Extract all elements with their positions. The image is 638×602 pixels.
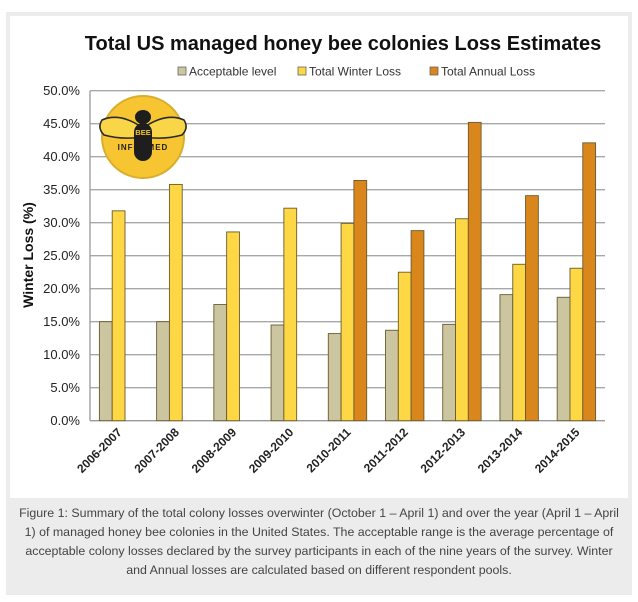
bar-total-winter-loss bbox=[569, 267, 584, 422]
legend-swatch bbox=[429, 66, 439, 76]
legend: Acceptable level Total Winter Loss Total A… bbox=[177, 65, 535, 79]
x-tick-label: 2009-2010 bbox=[246, 425, 297, 476]
legend-label: Total Winter Loss bbox=[309, 65, 401, 79]
x-tick-label: 2013-2014 bbox=[475, 425, 526, 476]
y-tick-label: 5.0% bbox=[50, 380, 80, 395]
bar-total-annual-loss bbox=[525, 195, 539, 422]
bar-total-annual-loss bbox=[353, 180, 368, 422]
bar-acceptable-level bbox=[270, 324, 285, 422]
bar-acceptable-level bbox=[556, 296, 571, 422]
y-tick-label: 35.0% bbox=[43, 182, 80, 197]
bar-acceptable-level bbox=[442, 323, 456, 422]
y-tick-label: 15.0% bbox=[43, 314, 80, 329]
bar-acceptable-level bbox=[156, 321, 170, 422]
legend-swatch bbox=[177, 66, 187, 76]
bar-total-winter-loss bbox=[512, 263, 527, 422]
bar-acceptable-level bbox=[98, 321, 113, 422]
bar-total-annual-loss bbox=[410, 230, 425, 422]
x-tick-label: 2006-2007 bbox=[74, 425, 125, 476]
x-tick-label: 2007-2008 bbox=[131, 425, 182, 476]
bar-acceptable-level bbox=[385, 329, 399, 422]
bar-total-winter-loss bbox=[283, 207, 298, 422]
chart-title: Total US managed honey bee colonies Loss… bbox=[85, 33, 601, 55]
x-tick-label: 2011-2012 bbox=[361, 425, 411, 475]
bars bbox=[98, 121, 597, 422]
x-tick-label: 2012-2013 bbox=[418, 425, 469, 476]
x-tick-label: 2010-2011 bbox=[304, 425, 354, 475]
y-tick-label: 25.0% bbox=[43, 248, 80, 263]
bar-total-annual-loss bbox=[467, 121, 482, 422]
bar-acceptable-level bbox=[213, 304, 228, 422]
bee-informed-logo: BEE INFORMED bbox=[99, 95, 187, 179]
y-tick-label: 45.0% bbox=[43, 116, 80, 131]
x-tick-label: 2008-2009 bbox=[189, 425, 240, 476]
bar-total-winter-loss bbox=[226, 231, 240, 422]
y-axis-label: Winter Loss (%) bbox=[20, 202, 36, 308]
x-tick-labels: 2006-2007 2007-2008 2008-2009 2009-2010 2010… bbox=[74, 425, 582, 476]
bar-total-winter-loss bbox=[111, 210, 126, 422]
bar-acceptable-level bbox=[499, 294, 514, 422]
y-tick-labels: 0.0% 5.0% 10.0% 15.0% 20.0% 25.0% 30.0% 35.0% 40… bbox=[43, 83, 80, 428]
y-tick-label: 20.0% bbox=[43, 281, 80, 296]
y-tick-label: 50.0% bbox=[43, 83, 80, 98]
bar-total-winter-loss bbox=[397, 271, 412, 422]
bar-acceptable-level bbox=[327, 333, 342, 422]
logo-bee-text: BEE bbox=[135, 128, 150, 137]
legend-label: Total Annual Loss bbox=[441, 65, 535, 79]
y-tick-label: 10.0% bbox=[43, 347, 80, 362]
x-tick-label: 2014-2015 bbox=[532, 425, 583, 476]
y-tick-label: 30.0% bbox=[43, 215, 80, 230]
y-tick-label: 40.0% bbox=[43, 149, 80, 164]
y-tick-label: 0.0% bbox=[50, 413, 80, 428]
bar-total-winter-loss bbox=[340, 222, 355, 422]
legend-swatch bbox=[297, 66, 307, 76]
legend-label: Acceptable level bbox=[189, 65, 276, 79]
figure-caption: Figure 1: Summary of the total colony lo… bbox=[19, 506, 619, 577]
logo-informed-text: INFORMED bbox=[118, 143, 169, 152]
bar-total-annual-loss bbox=[582, 142, 597, 422]
bar-total-winter-loss bbox=[168, 183, 183, 422]
bar-total-winter-loss bbox=[455, 218, 469, 422]
